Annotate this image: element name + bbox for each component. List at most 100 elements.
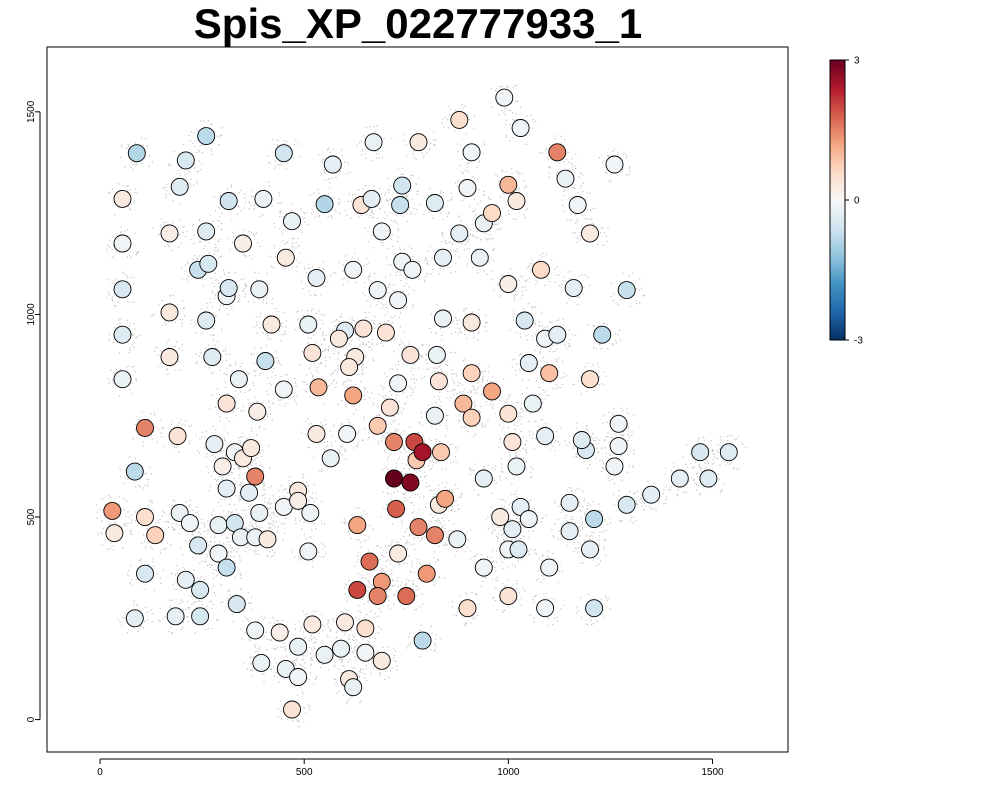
background-point — [164, 322, 166, 324]
background-point — [492, 407, 494, 410]
background-point — [406, 455, 408, 458]
background-point — [525, 209, 527, 211]
background-point — [306, 271, 308, 273]
background-point — [332, 148, 334, 151]
background-point — [234, 483, 236, 485]
background-point — [421, 537, 423, 539]
background-point — [587, 276, 589, 279]
background-point — [116, 250, 118, 252]
background-point — [285, 403, 287, 405]
background-point — [286, 374, 288, 376]
background-point — [529, 328, 531, 330]
background-point — [414, 213, 416, 215]
background-point — [501, 463, 503, 465]
background-point — [538, 386, 540, 389]
background-point — [570, 490, 572, 492]
background-point — [157, 354, 160, 356]
background-point — [447, 127, 449, 129]
background-point — [456, 461, 458, 463]
background-point — [463, 359, 465, 362]
background-point — [354, 332, 357, 334]
background-point — [575, 222, 577, 224]
background-point — [379, 414, 381, 416]
background-point — [196, 129, 198, 131]
background-point — [216, 348, 218, 350]
background-point — [567, 219, 569, 221]
background-point — [516, 363, 518, 365]
background-point — [278, 164, 280, 166]
background-point — [262, 466, 264, 468]
background-point — [127, 365, 129, 367]
background-point — [374, 131, 376, 133]
background-point — [201, 436, 203, 438]
background-point — [312, 566, 314, 568]
background-point — [516, 118, 518, 120]
background-point — [125, 500, 127, 502]
background-point — [398, 229, 400, 232]
background-point — [431, 468, 433, 470]
background-point — [250, 427, 252, 429]
background-point — [361, 515, 363, 517]
background-point — [402, 444, 405, 447]
background-point — [394, 337, 396, 339]
background-point — [317, 371, 319, 373]
background-point — [323, 556, 325, 558]
background-point — [194, 146, 196, 148]
background-point — [113, 201, 115, 203]
background-point — [443, 207, 445, 209]
background-point — [232, 494, 234, 496]
background-point — [383, 569, 385, 571]
background-point — [454, 250, 456, 252]
background-point — [231, 540, 233, 543]
background-point — [613, 483, 615, 485]
background-point — [466, 308, 468, 310]
background-point — [214, 279, 217, 281]
background-point — [512, 500, 514, 503]
background-point — [498, 424, 501, 426]
background-point — [112, 196, 114, 198]
background-point — [198, 149, 200, 152]
background-point — [201, 522, 203, 524]
background-point — [518, 188, 520, 190]
background-point — [409, 385, 411, 387]
background-point — [302, 381, 304, 383]
background-point — [532, 530, 534, 532]
background-point — [447, 200, 449, 202]
background-point — [200, 169, 202, 171]
background-point — [398, 457, 400, 459]
background-point — [403, 467, 405, 469]
background-point — [643, 509, 645, 511]
background-point — [303, 477, 305, 479]
background-point — [384, 436, 386, 438]
background-point — [196, 183, 199, 185]
background-point — [563, 376, 565, 378]
background-point — [278, 361, 280, 363]
background-point — [711, 450, 713, 452]
background-point — [198, 452, 200, 454]
background-point — [358, 339, 360, 341]
background-point — [478, 189, 480, 191]
background-point — [626, 442, 628, 445]
background-point — [711, 463, 713, 465]
background-point — [304, 420, 307, 422]
background-point — [131, 161, 133, 163]
background-point — [524, 526, 526, 528]
background-point — [222, 269, 225, 271]
background-point — [441, 241, 443, 243]
background-point — [539, 393, 541, 395]
background-point — [565, 375, 567, 377]
background-point — [413, 149, 415, 151]
background-point — [387, 311, 389, 313]
background-point — [412, 306, 414, 308]
background-point — [441, 467, 444, 469]
background-point — [423, 466, 425, 468]
background-point — [392, 421, 394, 423]
background-point — [283, 333, 285, 335]
background-point — [372, 405, 374, 407]
background-point — [442, 191, 444, 193]
background-point — [596, 443, 598, 445]
background-point — [122, 272, 124, 274]
background-point — [580, 185, 582, 187]
background-point — [256, 401, 258, 403]
background-point — [168, 339, 170, 341]
